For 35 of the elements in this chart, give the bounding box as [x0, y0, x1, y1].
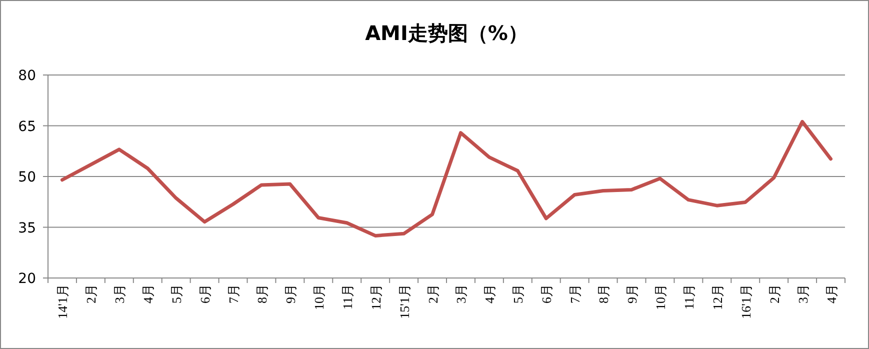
x-tick-label: 3月: [112, 284, 128, 304]
x-tick-label: 7月: [568, 284, 583, 304]
x-tick-label: 9月: [624, 284, 640, 304]
x-tick-label: 15'1月: [396, 284, 412, 319]
x-tick-label: 10月: [311, 284, 326, 310]
y-tick-label: 20: [18, 271, 36, 287]
x-tick-label: 4月: [140, 284, 156, 304]
x-tick-label: 8月: [596, 284, 612, 304]
x-tick-label: 4月: [824, 284, 839, 304]
x-tick-label: 11月: [681, 284, 696, 310]
y-tick-label: 80: [18, 68, 36, 84]
x-tick-label: 3月: [454, 284, 469, 304]
x-tick-label: 2月: [766, 284, 782, 304]
x-tick-label: 12月: [368, 284, 384, 310]
x-tick-label: 3月: [795, 284, 810, 304]
x-tick-label: 12月: [710, 284, 725, 310]
x-tick-label: 8月: [254, 284, 270, 304]
chart-title: AMI走势图（%）: [365, 21, 528, 45]
x-tick-label: 6月: [539, 284, 554, 304]
x-tick-label: 14'1月: [55, 284, 70, 319]
x-tick-label: 11月: [340, 284, 355, 310]
x-tick-label: 16'1月: [738, 284, 754, 319]
x-tick-label: 5月: [510, 284, 526, 304]
y-tick-label: 50: [18, 170, 36, 186]
y-tick-label: 35: [18, 220, 36, 236]
x-tick-label: 10月: [652, 284, 668, 310]
x-tick-label: 2月: [425, 284, 440, 304]
line-series: [60, 120, 833, 238]
x-tick-label: 5月: [169, 284, 184, 304]
x-tick-label: 2月: [84, 284, 99, 304]
x-tick-label: 4月: [482, 284, 498, 304]
x-tick-label: 7月: [226, 284, 242, 304]
x-tick-label: 9月: [282, 284, 298, 304]
x-tick-label: 6月: [198, 284, 213, 304]
y-tick-label: 65: [18, 118, 36, 135]
